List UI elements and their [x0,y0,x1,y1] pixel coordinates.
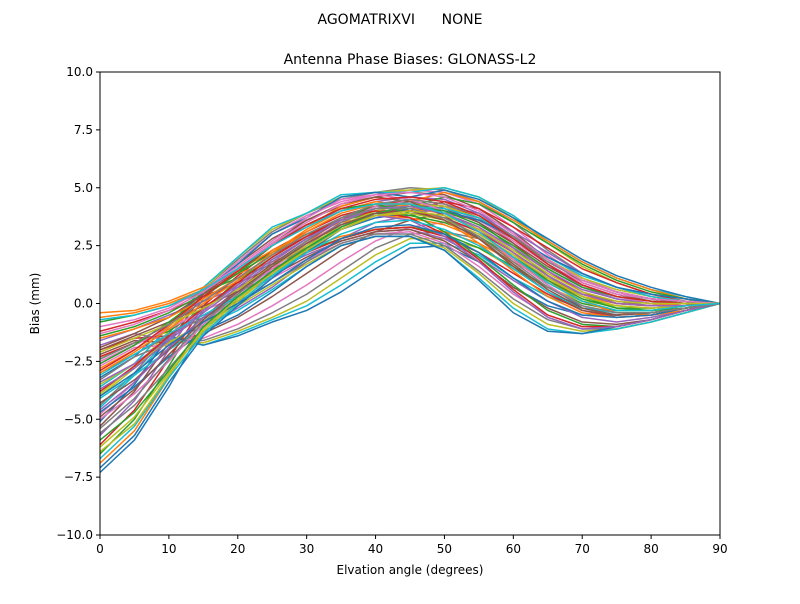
y-tick-label: −7.5 [64,470,93,484]
y-tick-label: 10.0 [66,65,93,79]
x-tick-label: 50 [437,542,452,556]
y-tick-label: 7.5 [74,123,93,137]
y-tick-label: 2.5 [74,239,93,253]
y-tick-label: 0.0 [74,297,93,311]
x-tick-label: 60 [506,542,521,556]
x-tick-label: 70 [575,542,590,556]
x-axis: 0 10 20 30 40 50 60 70 80 90 [96,535,728,556]
series-group [99,187,721,474]
series-line-53 [99,196,720,372]
series-line-57 [99,207,721,360]
figure-suptitle: AGOMATRIXVI NONE [318,12,483,28]
series-line-54 [99,205,721,390]
x-tick-label: 30 [299,542,314,556]
x-axis-label: Elvation angle (degrees) [337,563,484,577]
x-tick-label: 90 [712,542,727,556]
series-line-50 [99,224,721,397]
y-tick-label: −5.0 [64,412,93,426]
x-tick-label: 20 [230,542,245,556]
y-tick-label: −10.0 [56,528,93,542]
series-line-25 [99,228,721,351]
x-tick-label: 40 [368,542,383,556]
x-tick-label: 0 [96,542,104,556]
x-tick-label: 10 [161,542,176,556]
y-tick-label: 5.0 [74,181,93,195]
x-tick-label: 80 [643,542,658,556]
series-line-59 [99,203,721,321]
y-axis-label: Bias (mm) [28,273,42,335]
series-line-58 [99,210,720,453]
series-line-56 [99,191,721,335]
y-tick-label: −2.5 [64,354,93,368]
series-line-48 [99,212,721,353]
chart-title: Antenna Phase Biases: GLONASS-L2 [284,52,537,68]
y-axis: −10.0 −7.5 −5.0 −2.5 0.0 2.5 5.0 7.5 10.0 [56,65,100,542]
